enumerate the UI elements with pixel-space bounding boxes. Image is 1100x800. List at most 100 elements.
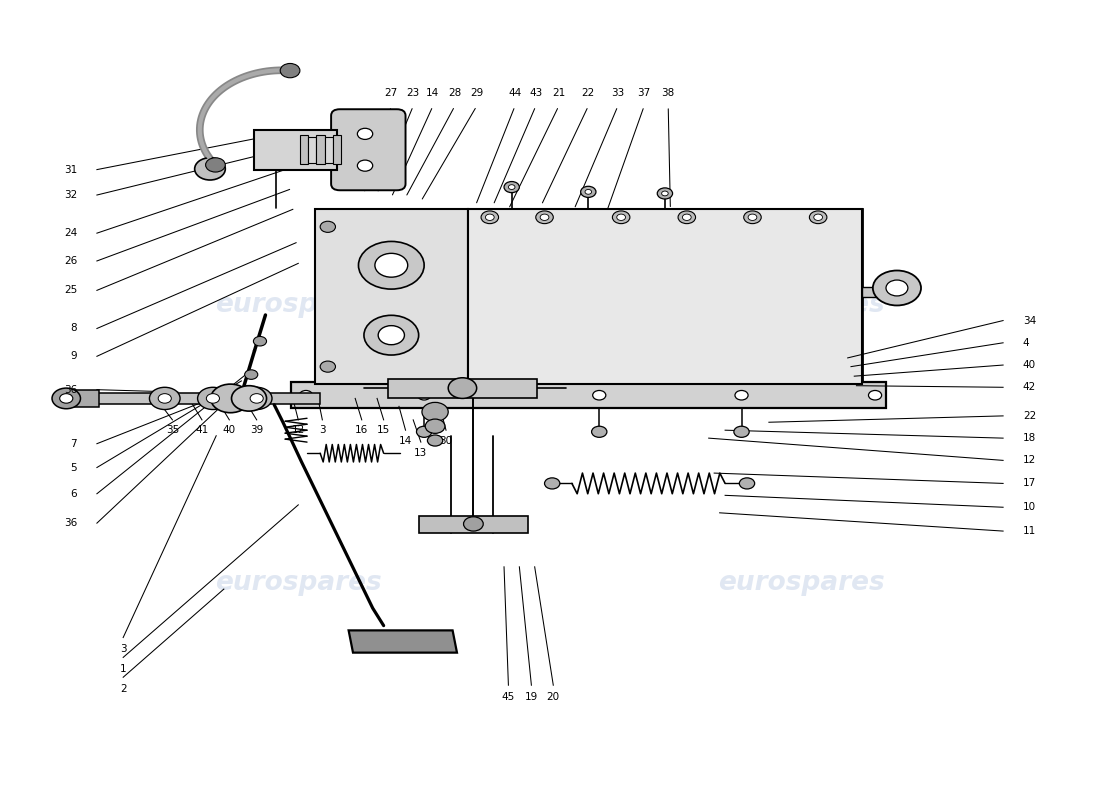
Text: 40: 40 xyxy=(1023,360,1036,370)
Circle shape xyxy=(593,390,606,400)
Text: 26: 26 xyxy=(64,256,77,266)
Text: eurospares: eurospares xyxy=(214,570,382,596)
Polygon shape xyxy=(349,630,456,653)
Circle shape xyxy=(320,361,336,372)
Circle shape xyxy=(52,388,80,409)
Circle shape xyxy=(299,390,312,400)
Text: 17: 17 xyxy=(1023,478,1036,489)
Circle shape xyxy=(735,390,748,400)
Text: 8: 8 xyxy=(70,323,77,334)
Text: 2: 2 xyxy=(120,684,127,694)
FancyBboxPatch shape xyxy=(68,390,99,407)
Circle shape xyxy=(250,394,263,403)
Circle shape xyxy=(540,214,549,221)
Text: 13: 13 xyxy=(415,448,428,458)
Text: 34: 34 xyxy=(1023,315,1036,326)
Circle shape xyxy=(661,191,668,196)
Circle shape xyxy=(364,315,419,355)
FancyBboxPatch shape xyxy=(299,135,308,165)
Circle shape xyxy=(678,211,695,224)
Text: 31: 31 xyxy=(64,165,77,174)
FancyBboxPatch shape xyxy=(331,110,406,190)
Text: 21: 21 xyxy=(552,88,565,98)
Circle shape xyxy=(504,182,519,193)
Text: 42: 42 xyxy=(1023,382,1036,392)
Text: 40: 40 xyxy=(223,426,235,435)
Text: 14: 14 xyxy=(399,436,412,446)
Circle shape xyxy=(448,378,476,398)
Text: 28: 28 xyxy=(448,88,461,98)
FancyBboxPatch shape xyxy=(468,210,862,384)
Text: 20: 20 xyxy=(547,691,560,702)
Circle shape xyxy=(150,387,180,410)
FancyBboxPatch shape xyxy=(96,393,320,404)
Text: 24: 24 xyxy=(64,228,77,238)
Circle shape xyxy=(375,254,408,277)
FancyBboxPatch shape xyxy=(308,137,317,163)
Circle shape xyxy=(231,386,266,411)
Text: 12: 12 xyxy=(292,426,305,435)
Text: 36: 36 xyxy=(64,518,77,528)
Text: 7: 7 xyxy=(70,438,77,449)
Circle shape xyxy=(211,384,250,413)
FancyBboxPatch shape xyxy=(862,287,898,297)
Circle shape xyxy=(195,158,226,180)
Text: 18: 18 xyxy=(1023,433,1036,443)
Circle shape xyxy=(585,190,592,194)
Text: 23: 23 xyxy=(407,88,420,98)
Circle shape xyxy=(358,128,373,139)
FancyBboxPatch shape xyxy=(419,516,528,534)
Text: 27: 27 xyxy=(385,88,398,98)
Text: 14: 14 xyxy=(427,88,440,98)
Circle shape xyxy=(428,435,442,446)
Text: 15: 15 xyxy=(377,426,390,435)
Circle shape xyxy=(886,280,907,296)
Text: 1: 1 xyxy=(120,664,127,674)
Text: 10: 10 xyxy=(1023,502,1036,512)
Circle shape xyxy=(244,370,257,379)
Text: 22: 22 xyxy=(582,88,595,98)
Text: 33: 33 xyxy=(612,88,625,98)
Circle shape xyxy=(658,188,672,199)
Circle shape xyxy=(581,186,596,198)
Circle shape xyxy=(592,426,607,438)
Circle shape xyxy=(617,214,626,221)
Circle shape xyxy=(206,158,225,172)
Text: 37: 37 xyxy=(638,88,651,98)
Circle shape xyxy=(418,390,431,400)
Text: 3: 3 xyxy=(319,426,326,435)
Text: 41: 41 xyxy=(196,426,209,435)
Text: 39: 39 xyxy=(250,426,263,435)
Circle shape xyxy=(682,214,691,221)
Text: eurospares: eurospares xyxy=(718,570,886,596)
Circle shape xyxy=(734,426,749,438)
Text: 36: 36 xyxy=(64,385,77,394)
Text: 45: 45 xyxy=(502,691,515,702)
Circle shape xyxy=(359,242,425,289)
Text: 30: 30 xyxy=(440,436,452,446)
Circle shape xyxy=(481,211,498,224)
Circle shape xyxy=(739,478,755,489)
Circle shape xyxy=(253,337,266,346)
Circle shape xyxy=(485,214,494,221)
Circle shape xyxy=(422,402,448,422)
FancyBboxPatch shape xyxy=(290,382,886,408)
Circle shape xyxy=(744,211,761,224)
Circle shape xyxy=(463,517,483,531)
Text: eurospares: eurospares xyxy=(214,292,382,318)
Text: 35: 35 xyxy=(166,426,179,435)
Circle shape xyxy=(158,394,172,403)
Text: 19: 19 xyxy=(525,691,538,702)
Circle shape xyxy=(417,426,432,438)
Circle shape xyxy=(869,390,881,400)
Text: 9: 9 xyxy=(70,351,77,362)
Text: 12: 12 xyxy=(1023,455,1036,466)
Circle shape xyxy=(814,214,823,221)
Circle shape xyxy=(280,63,300,78)
FancyBboxPatch shape xyxy=(324,137,333,163)
Circle shape xyxy=(241,387,272,410)
Circle shape xyxy=(378,326,405,345)
Circle shape xyxy=(358,160,373,171)
FancyBboxPatch shape xyxy=(317,135,324,165)
Circle shape xyxy=(320,222,336,232)
